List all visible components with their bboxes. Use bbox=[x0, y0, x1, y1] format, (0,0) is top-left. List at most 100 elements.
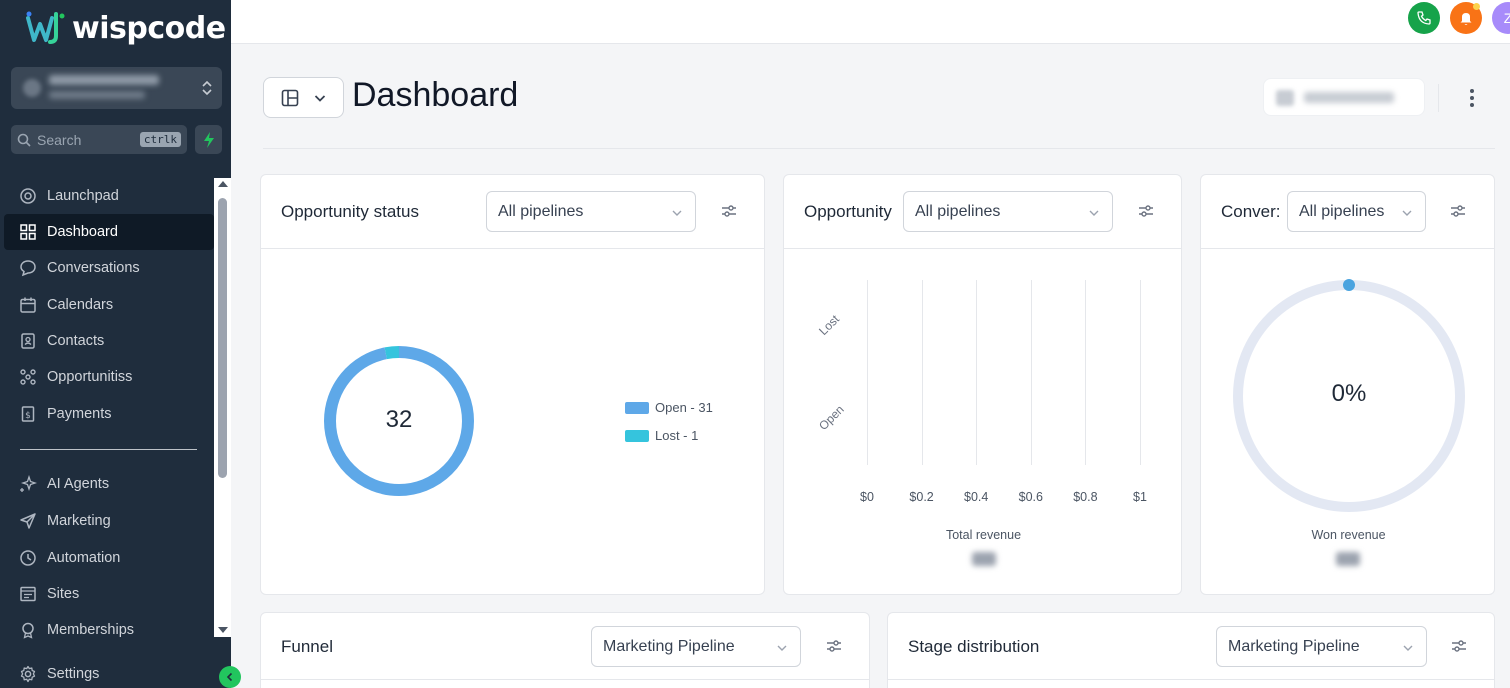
chart-caption: Total revenue bbox=[945, 528, 1022, 542]
scrollbar-thumb[interactable] bbox=[218, 198, 227, 478]
quick-action-button[interactable] bbox=[195, 125, 222, 154]
sidebar-item-calendars[interactable]: Calendars bbox=[4, 287, 214, 323]
sidebar-item-label: Payments bbox=[47, 406, 112, 422]
gridline bbox=[976, 280, 978, 465]
layout-icon bbox=[281, 89, 298, 106]
revenue-bar-chart: $0 $0.2 $0.4 $0.6 $0.8 $1 Lost Open bbox=[784, 175, 1181, 594]
chevron-left-icon bbox=[226, 672, 233, 682]
pipeline-select[interactable]: All pipelines bbox=[486, 191, 696, 232]
search-icon bbox=[17, 133, 31, 147]
sparkle-icon bbox=[20, 475, 37, 492]
sidebar-item-label: Conversations bbox=[47, 260, 140, 276]
sidebar-item-sites[interactable]: Sites bbox=[4, 576, 214, 612]
avatar[interactable]: Z bbox=[1492, 2, 1510, 34]
pipeline-select[interactable]: Marketing Pipeline bbox=[1216, 626, 1427, 667]
calendar-icon bbox=[20, 297, 36, 313]
pipeline-select[interactable]: Marketing Pipeline bbox=[591, 626, 801, 667]
sidebar-item-payments[interactable]: $ Payments bbox=[4, 396, 214, 432]
updown-chevron-icon bbox=[202, 80, 212, 96]
y-category-label: Open bbox=[816, 402, 847, 433]
x-tick-label: $0 bbox=[860, 490, 874, 504]
scroll-down-arrow-icon[interactable] bbox=[218, 627, 228, 633]
sidebar-item-automation[interactable]: Automation bbox=[4, 540, 214, 576]
account-switcher[interactable] bbox=[11, 67, 222, 109]
automation-icon bbox=[20, 550, 36, 566]
gear-icon bbox=[20, 665, 36, 683]
gridline bbox=[1140, 280, 1141, 465]
sidebar-item-ai-agents[interactable]: AI Agents bbox=[4, 466, 214, 502]
chevron-down-icon bbox=[1403, 645, 1413, 651]
sidebar-item-conversations[interactable]: Conversations bbox=[4, 250, 214, 286]
conversion-card: Conver: All pipelines 0% Won revenue bbox=[1200, 174, 1495, 595]
logo-icon bbox=[26, 11, 65, 44]
chevron-down-icon bbox=[672, 210, 682, 216]
sidebar-item-label: Automation bbox=[47, 550, 121, 566]
search-box[interactable]: Search ctrlk bbox=[11, 125, 187, 154]
card-header: Opportunity All pipelines bbox=[784, 175, 1181, 249]
pipeline-select[interactable]: All pipelines bbox=[903, 191, 1113, 232]
page-title: Dashboard bbox=[352, 76, 519, 114]
x-tick-label: $1 bbox=[1133, 490, 1147, 504]
phone-icon bbox=[1417, 11, 1431, 25]
filter-settings-icon[interactable] bbox=[825, 637, 843, 655]
opportunity-status-card: Opportunity status All pipelines 32 Open… bbox=[260, 174, 765, 595]
more-options-button[interactable] bbox=[1464, 86, 1480, 110]
account-avatar bbox=[23, 79, 41, 97]
card-header: Funnel Marketing Pipeline bbox=[261, 613, 869, 680]
filter-settings-icon[interactable] bbox=[1450, 637, 1468, 655]
sidebar-item-marketing[interactable]: Marketing bbox=[4, 503, 214, 539]
legend-item-lost[interactable]: Lost - 1 bbox=[625, 428, 698, 443]
card-title: Stage distribution bbox=[908, 637, 1040, 656]
legend-item-open[interactable]: Open - 31 bbox=[625, 400, 713, 415]
filter-settings-icon[interactable] bbox=[1449, 202, 1467, 220]
chat-icon bbox=[20, 260, 36, 277]
card-title: Funnel bbox=[281, 637, 333, 656]
filter-settings-icon[interactable] bbox=[1137, 202, 1155, 220]
sidebar-item-label: Contacts bbox=[47, 333, 105, 349]
sidebar-item-label: AI Agents bbox=[47, 476, 110, 492]
donut-slice-lost[interactable] bbox=[324, 346, 474, 496]
sidebar-item-launchpad[interactable]: Launchpad bbox=[4, 178, 214, 214]
sidebar-item-settings[interactable]: Settings bbox=[4, 656, 214, 688]
scroll-up-arrow-icon[interactable] bbox=[218, 181, 228, 187]
chevron-down-icon bbox=[314, 94, 325, 102]
avatar-initial: Z bbox=[1503, 10, 1510, 26]
legend-swatch bbox=[625, 429, 649, 442]
card-header: Conver: All pipelines bbox=[1201, 175, 1494, 249]
status-donut-chart bbox=[324, 346, 474, 496]
card-title: Conver: bbox=[1221, 202, 1281, 221]
notification-dot bbox=[1473, 3, 1480, 10]
sidebar-item-contacts[interactable]: Contacts bbox=[4, 323, 214, 359]
conversion-gauge bbox=[1233, 279, 1465, 512]
sidebar-item-label: Opportunitiss bbox=[47, 369, 133, 385]
x-tick-label: $0.6 bbox=[1018, 490, 1043, 504]
select-value: All pipelines bbox=[915, 202, 1001, 220]
sidebar-item-memberships[interactable]: Memberships bbox=[4, 612, 214, 648]
funnel-card: Funnel Marketing Pipeline bbox=[260, 612, 870, 688]
memberships-icon bbox=[22, 622, 34, 639]
card-title: Opportunity bbox=[804, 202, 892, 221]
sidebar-scrollbar[interactable] bbox=[214, 178, 231, 637]
date-range-button[interactable] bbox=[1263, 78, 1425, 116]
phone-button[interactable] bbox=[1408, 2, 1440, 34]
sidebar-item-label: Marketing bbox=[47, 513, 111, 529]
launchpad-icon bbox=[20, 188, 36, 204]
collapse-sidebar-button[interactable] bbox=[219, 666, 241, 688]
card-header: Stage distribution Marketing Pipeline bbox=[888, 613, 1494, 680]
card-title: Opportunity status bbox=[281, 202, 419, 221]
sidebar-item-label: Sites bbox=[47, 586, 80, 602]
notifications-button[interactable] bbox=[1450, 2, 1482, 34]
opportunity-value-card: Opportunity All pipelines $0 $0.2 $0.4 $0.6… bbox=[783, 174, 1182, 595]
filter-settings-icon[interactable] bbox=[720, 202, 738, 220]
send-icon bbox=[20, 513, 36, 529]
sidebar-item-opportunities[interactable]: Opportunitiss bbox=[4, 359, 214, 395]
logo[interactable]: wispcode bbox=[24, 10, 226, 46]
stage-distribution-card: Stage distribution Marketing Pipeline bbox=[887, 612, 1495, 688]
pipeline-select[interactable]: All pipelines bbox=[1287, 191, 1426, 232]
layout-switcher-button[interactable] bbox=[263, 77, 344, 118]
payments-icon: $ bbox=[21, 406, 35, 422]
sidebar-item-label: Settings bbox=[47, 666, 100, 682]
sidebar-item-dashboard[interactable]: Dashboard bbox=[4, 214, 214, 250]
chevron-down-icon bbox=[777, 645, 787, 651]
chevron-down-icon bbox=[1402, 210, 1412, 216]
